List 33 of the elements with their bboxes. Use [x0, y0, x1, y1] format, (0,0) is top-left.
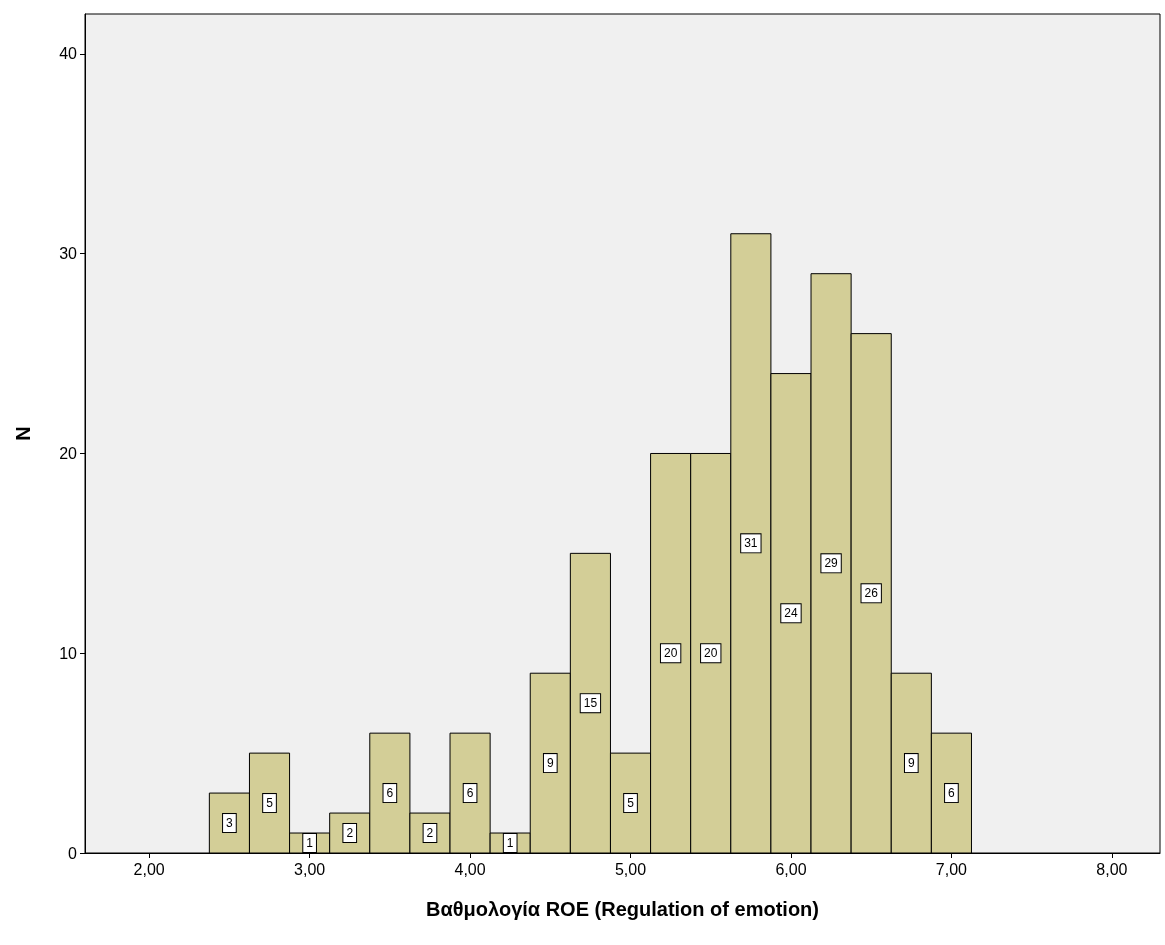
x-tick-label: 8,00 [1096, 860, 1128, 878]
x-tick-label: 6,00 [775, 860, 807, 878]
data-label: 20 [663, 646, 678, 661]
y-axis-title: N [12, 426, 34, 441]
x-tick-label: 3,00 [294, 860, 326, 878]
data-label: 6 [466, 786, 474, 801]
data-label: 6 [948, 786, 956, 801]
data-label: 9 [546, 756, 554, 771]
data-label: 29 [824, 556, 839, 571]
data-label: 24 [784, 606, 798, 621]
data-label: 1 [306, 836, 314, 851]
data-label: 31 [744, 536, 758, 551]
data-label: 5 [266, 796, 274, 811]
data-label: 20 [704, 646, 718, 661]
x-tick-label: 5,00 [614, 860, 647, 878]
data-label: 2 [346, 826, 354, 841]
y-tick-label: 0 [68, 844, 78, 862]
x-tick-label: 2,00 [133, 860, 165, 878]
x-tick-label: 4,00 [454, 860, 486, 878]
data-label: 6 [386, 786, 394, 801]
data-label: 1 [506, 836, 514, 851]
x-tick-label: 7,00 [935, 860, 968, 878]
data-label: 26 [864, 586, 879, 601]
data-label: 3 [226, 816, 234, 831]
data-label: 2 [426, 826, 434, 841]
y-tick-label: 40 [59, 45, 78, 63]
y-tick-label: 10 [59, 644, 78, 662]
data-label: 15 [583, 696, 598, 711]
y-tick-label: 30 [59, 245, 78, 263]
y-tick-label: 20 [59, 444, 78, 462]
data-label: 9 [907, 756, 915, 771]
data-label: 5 [627, 796, 635, 811]
x-axis-title: Βαθμολογία ROE (Regulation of emotion) [426, 898, 819, 920]
